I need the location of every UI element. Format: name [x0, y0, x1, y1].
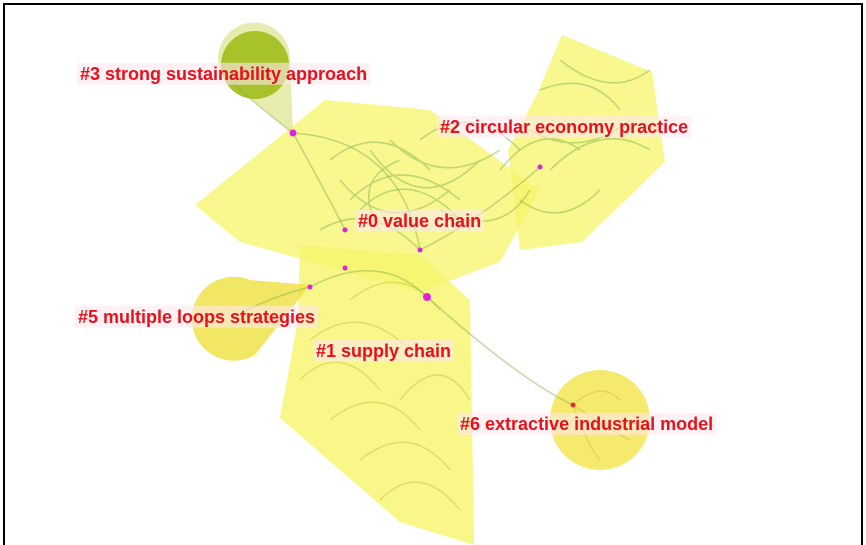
label-background: [313, 339, 455, 362]
node: [537, 164, 543, 170]
node: [342, 265, 348, 271]
cluster-labels: #3 strong sustainability approach #2 cir…: [75, 62, 717, 435]
label-background: [75, 305, 319, 328]
label-background: [77, 62, 371, 85]
node: [289, 129, 297, 137]
node: [417, 247, 423, 253]
cluster-label: #5 multiple loops strategies: [78, 307, 315, 327]
label-background: [457, 412, 717, 435]
hull-0: [195, 100, 540, 292]
cluster-label: #6 extractive industrial model: [460, 414, 713, 434]
hull-1: [280, 245, 474, 545]
node: [307, 284, 313, 290]
hull-2: [508, 35, 665, 250]
label-background: [437, 115, 692, 138]
cluster-label: #3 strong sustainability approach: [80, 64, 367, 84]
cluster-label: #0 value chain: [358, 211, 481, 231]
nodes: [289, 129, 576, 408]
node: [342, 227, 348, 233]
label-background: [355, 209, 485, 232]
cluster-label: #2 circular economy practice: [440, 117, 688, 137]
cluster-label: #1 supply chain: [316, 341, 451, 361]
node: [423, 293, 431, 301]
node: [570, 402, 576, 408]
frame: [3, 3, 863, 545]
